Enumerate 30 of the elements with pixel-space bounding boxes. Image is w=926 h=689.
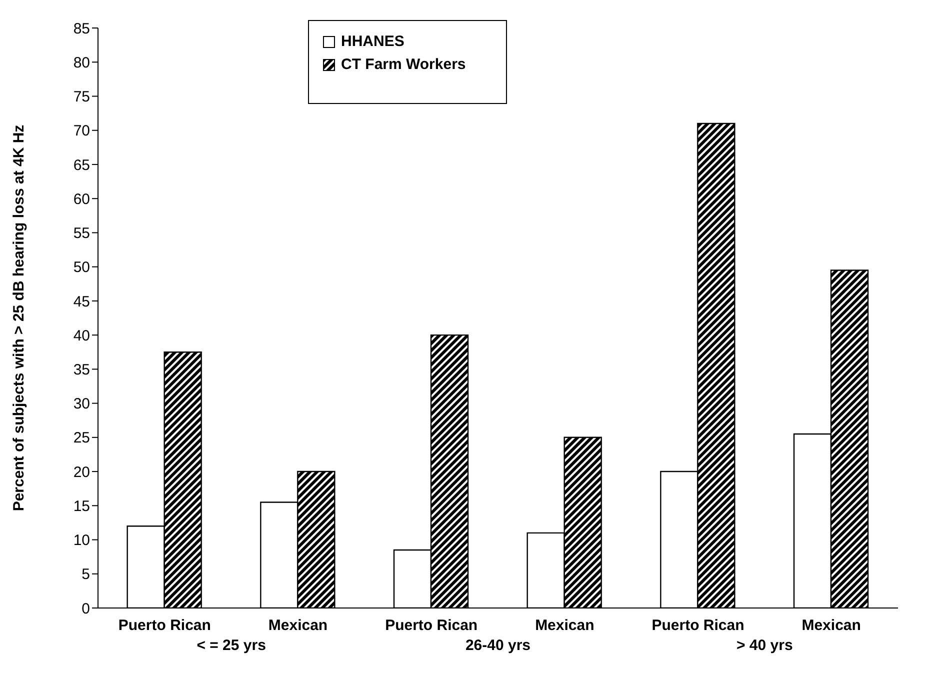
y-tick-label: 50 [73,259,90,276]
legend-label: CT Farm Workers [341,56,466,73]
y-tick-label: 30 [73,396,90,413]
y-tick-label: 55 [73,225,90,242]
y-tick-label: 45 [73,293,90,310]
y-tick-label: 10 [73,532,90,550]
y-tick-label: 40 [73,327,90,344]
y-tick-label: 20 [73,464,90,481]
y-tick-label: 15 [73,498,90,515]
text: < = 25 yrs [196,637,266,654]
y-tick-label: 0 [82,600,90,618]
x-tick-label: Mexican [802,617,861,634]
text: > 40 yrs [736,637,793,654]
text: 26-40 yrs [465,637,531,654]
y-tick-label: 65 [73,156,90,174]
y-tick-label: 60 [73,190,90,208]
y-tick-label: 70 [73,122,90,140]
x-tick-label: Puerto Rican [652,617,744,634]
y-tick-label: 25 [73,430,90,447]
y-tick-label: 80 [73,54,90,72]
y-tick-label: 85 [73,20,90,38]
y-tick-label: 75 [73,88,90,106]
y-tick-label: 35 [73,362,90,378]
y-axis-title: Percent of subjects with > 25 dB hearing loss at 4K Hz [10,124,28,512]
legend-label: HHANES [341,33,404,50]
x-tick-label: Puerto Rican [118,617,211,634]
x-tick-label: Puerto Rican [385,617,478,634]
y-tick-label: 5 [82,566,90,584]
x-tick-label: Mexican [535,617,594,634]
x-tick-label: Mexican [268,617,328,634]
